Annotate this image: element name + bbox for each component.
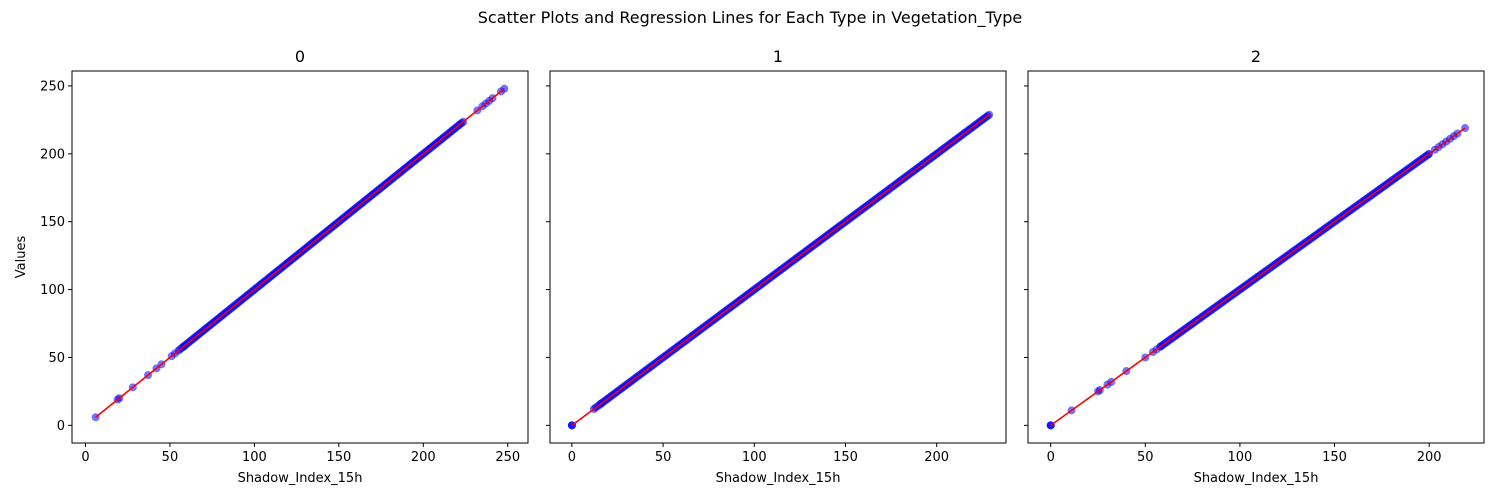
y-tick-label: 200: [40, 147, 65, 162]
axes-frame: [1027, 70, 1485, 444]
y-tick-label: 250: [40, 79, 65, 94]
x-tick-label: 50: [1137, 450, 1154, 465]
x-tick-label: 100: [1228, 450, 1253, 465]
x-axis-label: Shadow_Index_15h: [238, 471, 363, 486]
subplot-title: 1: [773, 47, 783, 66]
regression-line: [571, 113, 991, 426]
x-tick-label: 150: [1322, 450, 1347, 465]
y-tick-label: 50: [48, 351, 65, 366]
x-tick-label: 200: [924, 450, 949, 465]
regression-line: [1050, 127, 1466, 427]
x-tick-label: 100: [242, 450, 267, 465]
axes-frame: [549, 70, 1007, 444]
axes-frame: [71, 70, 529, 444]
plot-area: [91, 84, 509, 422]
x-tick-label: 0: [568, 450, 576, 465]
x-tick-label: 100: [742, 450, 767, 465]
regression-line: [95, 88, 505, 418]
x-tick-label: 50: [655, 450, 672, 465]
subplot-title: 2: [1251, 47, 1261, 66]
x-tick-label: 150: [326, 450, 351, 465]
x-axis-label: Shadow_Index_15h: [716, 471, 841, 486]
x-tick-label: 200: [1417, 450, 1442, 465]
x-tick-label: 50: [162, 450, 179, 465]
plot-area: [567, 110, 994, 430]
x-tick-label: 250: [495, 450, 520, 465]
subplot-2: 0 50 100 150 200 2 Shadow_Index_15h: [1024, 47, 1485, 486]
plot-area: [1046, 124, 1470, 430]
y-tick-label: 0: [57, 419, 65, 434]
x-axis-label: Shadow_Index_15h: [1194, 471, 1319, 486]
y-tick-label: 100: [40, 283, 65, 298]
y-axis-label: Values: [14, 236, 29, 279]
x-tick-label: 200: [411, 450, 436, 465]
figure-title: Scatter Plots and Regression Lines for E…: [478, 8, 1023, 28]
subplot-0: 0 50 100 150 200 250 0 50 100 150 200 250 0 Shadow_In…: [14, 47, 529, 486]
y-tick-label: 150: [40, 215, 65, 230]
x-tick-label: 150: [833, 450, 858, 465]
subplot-title: 0: [295, 47, 305, 66]
x-tick-label: 0: [81, 450, 89, 465]
x-tick-label: 0: [1047, 450, 1055, 465]
subplot-1: 0 50 100 150 200 1 Shadow_Index_15h: [546, 47, 1007, 486]
